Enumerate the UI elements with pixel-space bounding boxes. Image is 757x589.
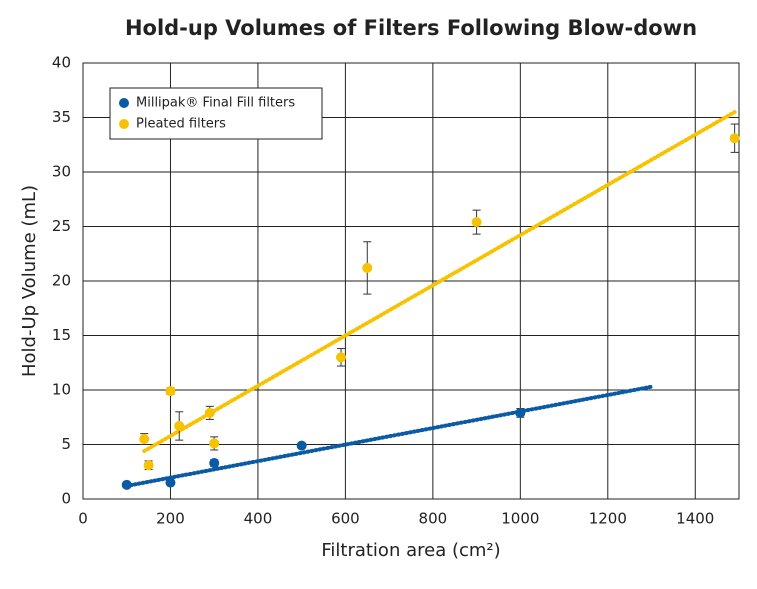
x-tick-label: 600 (331, 510, 360, 528)
trend-line (124, 384, 654, 488)
point (209, 438, 220, 449)
legend-label: Millipak® Final Fill filters (136, 96, 295, 111)
y-tick-label: 40 (52, 54, 71, 72)
y-tick-label: 25 (52, 217, 71, 235)
y-axis-label: Hold-Up Volume (mL) (19, 185, 40, 377)
legend-label: Pleated filters (136, 117, 226, 132)
point (165, 477, 176, 488)
point (362, 262, 373, 273)
point (729, 133, 740, 144)
y-tick-label: 5 (61, 435, 71, 453)
y-tick-label: 30 (52, 163, 71, 181)
y-tick-label: 35 (52, 108, 71, 126)
x-tick-label: 1400 (676, 510, 714, 528)
point (174, 420, 185, 431)
point (296, 440, 307, 451)
x-tick-label: 1200 (589, 510, 627, 528)
y-tick-label: 20 (52, 272, 71, 290)
legend-marker (119, 98, 129, 108)
point (121, 479, 132, 490)
x-tick-label: 200 (156, 510, 185, 528)
y-tick-label: 0 (61, 490, 71, 508)
x-tick-label: 800 (419, 510, 448, 528)
x-tick-label: 400 (244, 510, 273, 528)
point (471, 217, 482, 228)
point (165, 386, 176, 397)
point (139, 434, 150, 445)
trend-line (142, 110, 737, 454)
legend-marker (119, 119, 129, 129)
x-axis-label: Filtration area (cm²) (321, 540, 500, 561)
y-tick-label: 10 (52, 381, 71, 399)
x-tick-label: 1000 (501, 510, 539, 528)
point (209, 458, 220, 469)
legend-box (109, 87, 323, 140)
point (336, 352, 347, 363)
point (204, 407, 215, 418)
chart-title: Hold-up Volumes of Filters Following Blo… (125, 16, 697, 40)
x-tick-label: 0 (78, 510, 88, 528)
point (143, 460, 154, 471)
y-tick-label: 15 (52, 326, 71, 344)
point (515, 407, 526, 418)
